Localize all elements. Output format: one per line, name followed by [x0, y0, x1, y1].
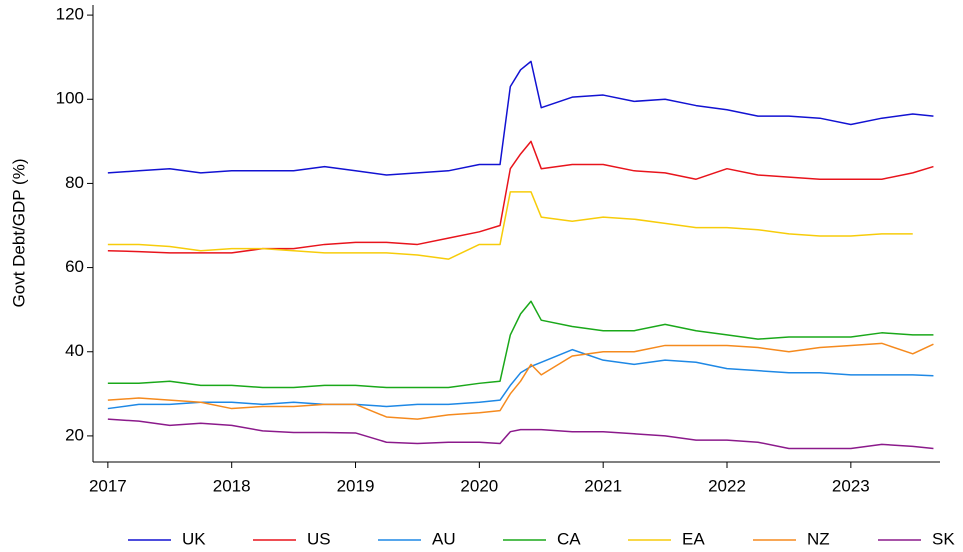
- series-line: [107, 140, 934, 254]
- x-tick-label: 2021: [584, 476, 622, 495]
- y-tick-label: 100: [56, 89, 84, 108]
- x-tick-label: 2017: [89, 476, 127, 495]
- x-tick-label: 2023: [832, 476, 870, 495]
- legend-label: CA: [557, 529, 581, 548]
- legend-label: UK: [182, 529, 206, 548]
- y-tick-label: 20: [65, 425, 84, 444]
- y-tick-label: 40: [65, 341, 84, 360]
- y-tick-label: 60: [65, 257, 84, 276]
- series-line: [107, 191, 913, 260]
- series-line: [107, 418, 934, 450]
- legend-label: US: [307, 529, 331, 548]
- x-tick-label: 2022: [708, 476, 746, 495]
- legend-label: SK: [932, 529, 955, 548]
- series-line: [107, 300, 934, 389]
- y-tick-label: 120: [56, 5, 84, 24]
- series-line: [107, 348, 934, 410]
- series-line: [107, 342, 934, 420]
- x-tick-label: 2020: [460, 476, 498, 495]
- legend-label: EA: [682, 529, 705, 548]
- y-axis-label: Govt Debt/GDP (%): [9, 159, 28, 308]
- series-line: [107, 60, 934, 176]
- x-tick-label: 2018: [213, 476, 251, 495]
- x-tick-label: 2019: [337, 476, 375, 495]
- legend-label: NZ: [807, 529, 830, 548]
- legend-label: AU: [432, 529, 456, 548]
- y-tick-label: 80: [65, 173, 84, 192]
